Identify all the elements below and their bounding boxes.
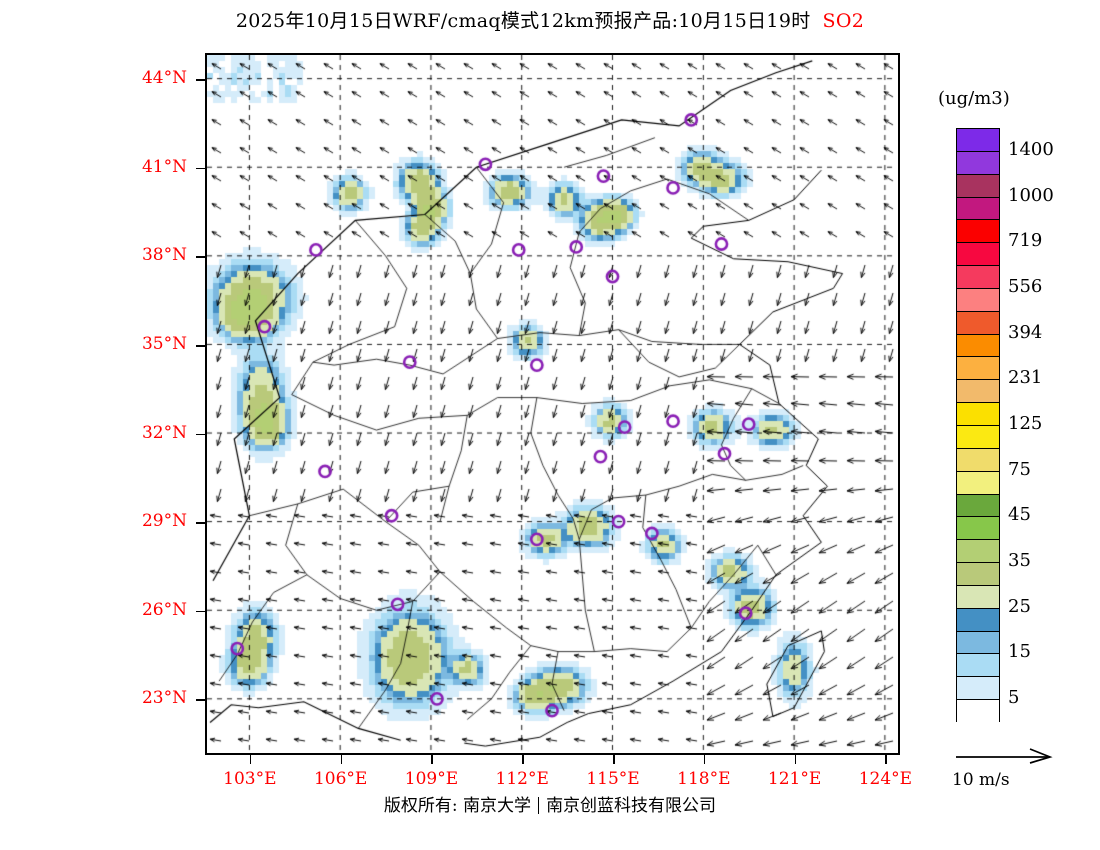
colorbar-label: 1400 bbox=[1008, 138, 1054, 160]
lat-tick bbox=[196, 344, 205, 347]
colorbar-label: 75 bbox=[1008, 458, 1031, 480]
concentration-field-canvas bbox=[207, 55, 897, 752]
lat-tick bbox=[196, 522, 205, 524]
title-species: SO2 bbox=[822, 10, 865, 32]
colorbar-cell[interactable] bbox=[957, 403, 999, 426]
colorbar-cell[interactable] bbox=[957, 220, 999, 244]
colorbar-cell[interactable] bbox=[957, 311, 999, 335]
colorbar-cell[interactable] bbox=[957, 197, 999, 221]
copyright-divider bbox=[538, 797, 540, 814]
wind-scale-label: 10 m/s bbox=[952, 770, 1010, 790]
lon-label: 103°E bbox=[223, 769, 277, 789]
lon-tick bbox=[794, 755, 797, 764]
lon-label: 121°E bbox=[767, 769, 822, 789]
title-text: 2025年10月15日WRF/cmaq模式12km预报产品:10月15日19时 bbox=[235, 10, 811, 32]
lon-label: 118°E bbox=[677, 769, 731, 789]
lat-tick bbox=[196, 79, 205, 81]
colorbar-cell[interactable] bbox=[957, 174, 999, 198]
colorbar-cell[interactable] bbox=[957, 426, 999, 449]
colorbar-cell[interactable] bbox=[957, 129, 999, 152]
colorbar-cell[interactable] bbox=[957, 654, 999, 678]
lon-label: 112°E bbox=[495, 769, 549, 789]
lon-tick bbox=[885, 755, 887, 764]
colorbar-label: 556 bbox=[1008, 275, 1043, 297]
colorbar-label: 15 bbox=[1008, 641, 1031, 663]
colorbar-label: 125 bbox=[1008, 413, 1043, 434]
copyright-right: 南京创蓝科技有限公司 bbox=[546, 796, 717, 816]
lat-tick bbox=[196, 256, 205, 258]
colorbar-unit-label: (ug/m3) bbox=[938, 88, 1010, 109]
wind-arrow-icon bbox=[956, 748, 1053, 764]
copyright-left: 版权所有: 南京大学 bbox=[383, 796, 532, 816]
colorbar-cell[interactable] bbox=[957, 288, 999, 312]
lat-tick bbox=[196, 433, 205, 436]
lon-tick bbox=[340, 755, 343, 764]
lat-label: 32°N bbox=[141, 422, 187, 443]
lat-label: 44°N bbox=[141, 68, 187, 89]
lat-tick bbox=[196, 167, 205, 170]
forecast-map[interactable] bbox=[196, 53, 900, 764]
lat-label: 35°N bbox=[141, 333, 187, 354]
colorbar-cell[interactable] bbox=[957, 608, 999, 632]
lat-tick bbox=[196, 610, 205, 613]
colorbar-cell[interactable] bbox=[957, 471, 999, 495]
colorbar-cell[interactable] bbox=[957, 266, 999, 289]
colorbar-label: 35 bbox=[1008, 550, 1031, 572]
colorbar-cell[interactable] bbox=[957, 357, 999, 381]
wind-scale-legend: 10 m/s bbox=[952, 748, 1082, 794]
colorbar-cell[interactable] bbox=[957, 540, 999, 564]
lon-tick bbox=[431, 755, 434, 764]
lat-label: 29°N bbox=[141, 511, 187, 532]
lon-tick bbox=[249, 755, 252, 764]
lon-label: 106°E bbox=[313, 769, 368, 789]
colorbar-cell[interactable] bbox=[957, 585, 999, 609]
lon-label: 124°E bbox=[858, 769, 913, 789]
lat-label: 38°N bbox=[141, 245, 187, 266]
lat-label: 23°N bbox=[141, 688, 187, 709]
colorbar-label: 394 bbox=[1008, 321, 1043, 343]
lat-label: 26°N bbox=[141, 599, 187, 620]
colorbar-cell[interactable] bbox=[957, 563, 999, 586]
lat-tick bbox=[196, 699, 205, 701]
colorbar-cell[interactable] bbox=[957, 517, 999, 541]
colorbar-cell[interactable] bbox=[957, 334, 999, 358]
map-frame bbox=[205, 53, 900, 755]
lon-tick bbox=[703, 755, 706, 764]
colorbar-cell[interactable] bbox=[957, 700, 999, 723]
page-title: 2025年10月15日WRF/cmaq模式12km预报产品:10月15日19时 S… bbox=[0, 6, 1100, 33]
lon-label: 109°E bbox=[404, 769, 459, 789]
colorbar-cell[interactable] bbox=[957, 631, 999, 655]
colorbar-label: 45 bbox=[1008, 504, 1031, 526]
copyright-notice: 版权所有: 南京大学 南京创蓝科技有限公司 bbox=[0, 791, 1100, 816]
colorbar-cell[interactable] bbox=[957, 448, 999, 472]
colorbar-label: 1000 bbox=[1008, 184, 1054, 206]
colorbar[interactable] bbox=[956, 128, 1000, 723]
colorbar-cell[interactable] bbox=[957, 494, 999, 518]
colorbar-cell[interactable] bbox=[957, 243, 999, 267]
lon-label: 115°E bbox=[586, 769, 640, 789]
lon-tick bbox=[522, 755, 524, 764]
colorbar-cell[interactable] bbox=[957, 677, 999, 701]
colorbar-label: 25 bbox=[1008, 595, 1031, 617]
lat-label: 41°N bbox=[141, 156, 187, 177]
colorbar-label: 231 bbox=[1008, 367, 1043, 389]
colorbar-label: 719 bbox=[1008, 230, 1043, 252]
colorbar-label: 5 bbox=[1008, 687, 1020, 709]
colorbar-cell[interactable] bbox=[957, 151, 999, 175]
lon-tick bbox=[613, 755, 615, 764]
colorbar-cell[interactable] bbox=[957, 380, 999, 404]
